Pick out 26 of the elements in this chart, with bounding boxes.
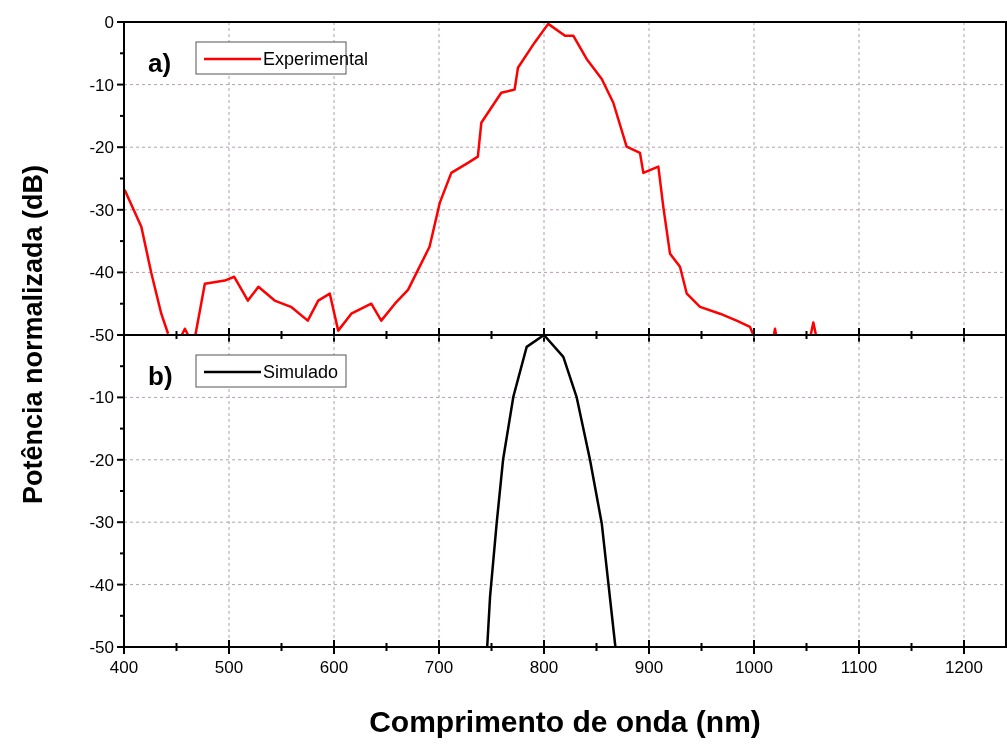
x-tick-label: 400 bbox=[109, 658, 139, 677]
x-tick-label: 700 bbox=[424, 658, 454, 677]
y-tick-label: -40 bbox=[89, 575, 114, 595]
y-tick-label: -20 bbox=[89, 138, 114, 158]
y-tick-label: -20 bbox=[89, 450, 114, 470]
x-tick-label: 500 bbox=[214, 658, 244, 677]
y-tick-label: 0 bbox=[104, 13, 114, 32]
legend-label: Simulado bbox=[263, 362, 339, 382]
x-tick-label: 1200 bbox=[945, 658, 983, 677]
x-tick-label: 900 bbox=[634, 658, 664, 677]
y-axis-title: Potência normalizada (dB) bbox=[18, 164, 48, 505]
x-tick-label: 600 bbox=[319, 658, 349, 677]
x-axis-title: Comprimento de onda (nm) bbox=[369, 705, 761, 738]
x-tick-label: 800 bbox=[529, 658, 559, 677]
y-tick-label: -30 bbox=[89, 200, 114, 220]
x-tick-label: 1000 bbox=[735, 658, 773, 677]
annotation: a) bbox=[148, 48, 172, 78]
y-tick-label: -30 bbox=[89, 513, 114, 533]
y-tick-label: -50 bbox=[89, 638, 114, 657]
legend-label: Experimental bbox=[263, 49, 369, 69]
x-tick-label: 1100 bbox=[840, 658, 878, 677]
annotation: b) bbox=[148, 361, 173, 391]
y-tick-label: -10 bbox=[89, 388, 114, 408]
y-tick-label: -40 bbox=[89, 263, 114, 283]
y-tick-label: -50 bbox=[89, 326, 114, 345]
y-tick-label: -10 bbox=[89, 75, 114, 95]
